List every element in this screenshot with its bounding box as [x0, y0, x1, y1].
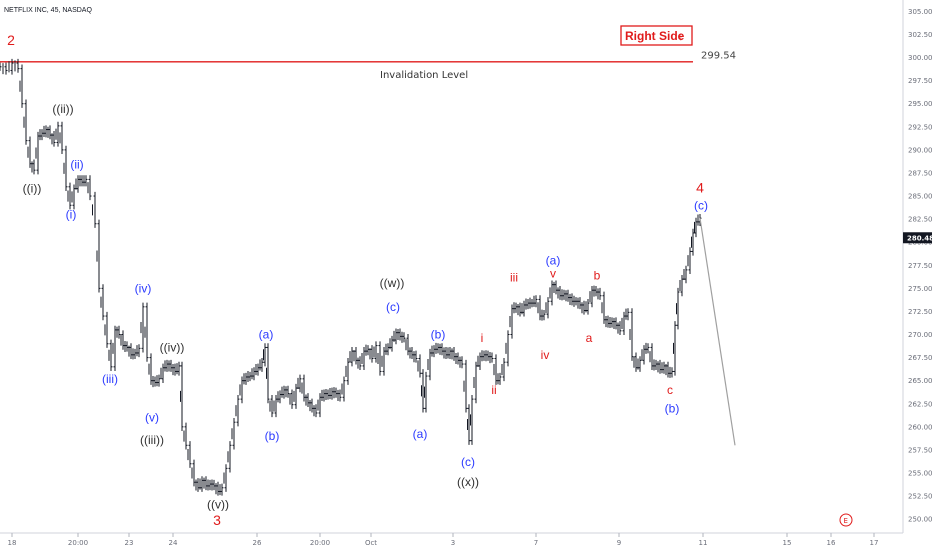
wave-label-12: (a) — [259, 328, 274, 342]
wave-label-19: ((x)) — [457, 475, 479, 489]
down-arrow-icon: ↓ — [678, 29, 684, 43]
wave-label-9: ((iii)) — [140, 433, 164, 447]
price-tick-13: 282.50 — [908, 216, 932, 224]
right-side-frame — [620, 25, 693, 46]
wave-label-31: (c) — [694, 198, 708, 212]
time-tick-13: 17 — [870, 539, 879, 547]
time-tick-1: 20:00 — [68, 539, 88, 547]
wave-label-27: a — [586, 331, 593, 345]
time-tick-4: 26 — [253, 539, 262, 547]
price-tick-8: 270.00 — [908, 331, 932, 339]
wave-label-14: ((w)) — [380, 276, 405, 290]
price-tick-2: 255.00 — [908, 469, 932, 477]
wave-label-8: (v) — [145, 411, 159, 425]
wave-label-11: 3 — [213, 512, 221, 528]
wave-label-10: ((v)) — [207, 497, 229, 511]
wave-label-17: (a) — [413, 427, 428, 441]
last-price-tag: 280.48 — [903, 232, 932, 244]
price-tick-17: 292.50 — [908, 123, 932, 131]
event-circle-icon[interactable] — [839, 513, 853, 527]
wave-label-26: b — [594, 268, 601, 282]
price-tick-5: 262.50 — [908, 400, 932, 408]
price-tick-20: 300.00 — [908, 54, 932, 62]
time-tick-5: 20:00 — [310, 539, 330, 547]
price-tick-1: 252.50 — [908, 493, 932, 501]
time-tick-7: 3 — [451, 539, 455, 547]
wave-label-6: ((iv)) — [160, 340, 185, 354]
wave-label-18: (c) — [461, 455, 475, 469]
time-tick-6: Oct — [365, 539, 377, 547]
wave-label-24: (a) — [546, 254, 561, 268]
time-axis[interactable]: 18 20:00 23 24 26 20:00 Oct 3 7 9 11 15 16 17 — [8, 533, 879, 547]
price-tick-15: 287.50 — [908, 169, 932, 177]
event-marker[interactable]: E — [839, 513, 853, 527]
time-tick-8: 7 — [534, 539, 538, 547]
wave-label-7: (iii) — [102, 372, 118, 386]
wave-label-0: 2 — [7, 32, 15, 48]
wave-label-15: (c) — [386, 300, 400, 314]
last-price-tag-box — [903, 232, 932, 244]
invalidation-value: 299.54 — [701, 50, 736, 61]
wave-label-23: iv — [541, 348, 550, 362]
price-tick-18: 295.00 — [908, 100, 932, 108]
wave-label-25: v — [550, 267, 556, 281]
wave-label-20: iii — [510, 270, 518, 284]
price-tick-7: 267.50 — [908, 354, 932, 362]
wave-label-16: (b) — [431, 328, 446, 342]
price-tick-10: 275.00 — [908, 285, 932, 293]
price-tick-0: 250.00 — [908, 516, 932, 524]
price-tick-16: 290.00 — [908, 146, 932, 154]
time-tick-3: 24 — [169, 539, 178, 547]
wave-label-30: 4 — [696, 180, 704, 196]
wave-label-4: (i) — [66, 207, 77, 221]
time-tick-0: 18 — [8, 539, 17, 547]
price-tick-22: 305.00 — [908, 8, 932, 16]
wave-label-28: c — [667, 383, 673, 397]
right-side-box: Right Side ↓ — [620, 25, 693, 46]
time-tick-9: 9 — [617, 539, 621, 547]
price-tick-14: 285.00 — [908, 193, 932, 201]
time-tick-11: 15 — [783, 539, 792, 547]
wave-label-22: ii — [491, 383, 496, 397]
right-side-label: Right Side — [625, 29, 685, 43]
event-letter-icon: E — [844, 517, 848, 525]
last-price-value: 280.48 — [907, 234, 932, 242]
wave-label-5: (iv) — [135, 281, 152, 295]
time-tick-10: 11 — [699, 539, 708, 547]
price-tick-9: 272.50 — [908, 308, 932, 316]
wave-labels: 2 ((i)) ((ii)) (ii) (i) (iv) ((iv)) (iii) (v) ((i… — [7, 32, 708, 528]
price-tick-3: 257.50 — [908, 446, 932, 454]
ticker-label: NETFLIX INC, 45, NASDAQ — [4, 7, 92, 14]
invalidation-label: Invalidation Level — [380, 70, 468, 81]
time-tick-2: 23 — [125, 539, 134, 547]
price-tick-11: 277.50 — [908, 262, 932, 270]
wave-label-29: (b) — [665, 401, 680, 415]
price-tick-21: 302.50 — [908, 31, 932, 39]
price-tick-19: 297.50 — [908, 77, 932, 85]
wave-label-3: (ii) — [70, 158, 83, 172]
price-tick-4: 260.00 — [908, 423, 932, 431]
price-tick-6: 265.00 — [908, 377, 932, 385]
price-series — [0, 58, 702, 496]
price-axis[interactable]: 250.00 252.50 255.00 257.50 260.00 262.50 265.… — [908, 8, 932, 524]
projection-line — [699, 218, 736, 446]
wave-label-2: ((ii)) — [52, 102, 73, 116]
wave-label-13: (b) — [265, 429, 280, 443]
wave-label-21: i — [481, 331, 484, 345]
time-tick-12: 16 — [827, 539, 836, 547]
wave-label-1: ((i)) — [23, 182, 42, 196]
